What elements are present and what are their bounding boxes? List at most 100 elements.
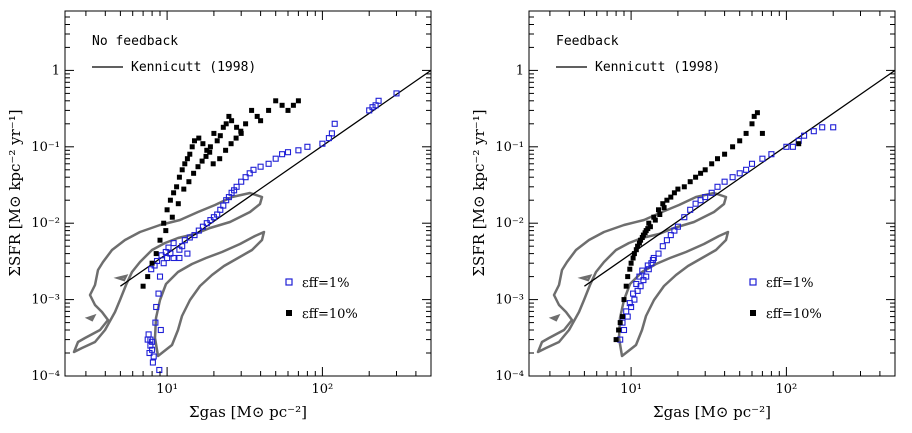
y-tick-label: 10⁻¹ <box>31 140 60 155</box>
point-eps1 <box>295 147 302 154</box>
point-eps10 <box>633 247 639 253</box>
point-eps1 <box>644 262 651 269</box>
point-eps1 <box>328 130 335 137</box>
contour-outer <box>72 191 264 354</box>
point-eps1 <box>783 143 790 150</box>
point-eps1 <box>203 220 210 227</box>
point-eps10 <box>175 201 181 207</box>
point-eps1 <box>149 359 156 366</box>
point-eps1 <box>279 151 286 158</box>
point-eps10 <box>687 179 693 185</box>
point-eps10 <box>639 235 645 240</box>
point-eps10 <box>623 283 629 289</box>
point-eps10 <box>174 184 180 190</box>
point-eps1 <box>663 237 670 244</box>
plot-frame <box>528 10 896 377</box>
point-eps10 <box>295 98 301 104</box>
point-eps1 <box>165 244 172 251</box>
legend-line-label: Kennicutt (1998) <box>131 60 256 75</box>
point-eps10 <box>642 230 648 236</box>
point-eps10 <box>187 151 193 157</box>
point-eps1 <box>246 170 253 177</box>
point-eps1 <box>319 140 326 147</box>
y-axis-label: ΣSFR [M⊙ kpc⁻² yr⁻¹] <box>6 109 24 276</box>
point-eps1 <box>304 143 311 150</box>
point-eps10 <box>285 107 291 113</box>
point-eps1 <box>639 267 646 274</box>
point-eps1 <box>714 183 721 190</box>
point-eps10 <box>656 207 661 213</box>
point-eps10 <box>226 113 232 119</box>
y-tick-label: 10⁻⁴ <box>495 369 524 384</box>
point-eps10 <box>233 135 239 141</box>
point-eps10 <box>646 220 652 226</box>
point-eps10 <box>217 133 223 139</box>
point-eps10 <box>675 186 681 192</box>
point-eps10 <box>214 138 220 144</box>
point-eps1 <box>214 211 221 218</box>
point-eps1 <box>195 227 202 234</box>
point-eps1 <box>148 266 155 273</box>
point-eps10 <box>157 237 163 243</box>
point-eps1 <box>681 214 688 221</box>
point-eps10 <box>754 110 760 116</box>
point-eps10 <box>759 130 765 136</box>
point-eps1 <box>199 223 206 230</box>
point-eps10 <box>195 164 201 170</box>
point-eps1 <box>667 232 674 239</box>
point-eps10 <box>211 130 217 136</box>
point-eps10 <box>664 197 670 203</box>
point-eps1 <box>146 349 153 357</box>
x-tick-label: 10¹ <box>156 382 178 397</box>
point-eps1 <box>150 353 157 360</box>
point-eps10 <box>184 156 190 162</box>
point-eps1 <box>655 250 662 257</box>
point-eps10 <box>229 118 235 124</box>
x-axis-label: Σgas [M⊙ pc⁻²] <box>653 403 771 421</box>
point-eps10 <box>186 179 192 185</box>
point-eps10 <box>627 266 633 272</box>
point-eps1 <box>250 166 257 173</box>
point-eps1 <box>157 326 164 334</box>
point-eps1 <box>149 338 156 345</box>
point-eps10 <box>671 190 677 196</box>
legend-eps10-marker <box>750 310 756 316</box>
point-eps1 <box>156 366 163 374</box>
point-eps1 <box>184 250 191 257</box>
point-eps1 <box>768 151 775 158</box>
legend-eps10-label: εff=10% <box>766 307 822 322</box>
kennicutt-line <box>120 69 432 287</box>
point-eps1 <box>620 326 628 334</box>
point-eps1 <box>191 232 198 239</box>
point-eps10 <box>145 274 151 280</box>
legend-line-label: Kennicutt (1998) <box>595 60 720 75</box>
point-eps10 <box>638 237 644 243</box>
point-eps1 <box>265 160 272 167</box>
points-layer <box>613 110 837 343</box>
point-eps10 <box>279 102 285 108</box>
contour-island <box>577 274 593 282</box>
y-tick-label: 10⁻² <box>31 216 60 231</box>
point-eps10 <box>715 156 720 162</box>
point-eps10 <box>220 124 226 130</box>
point-eps10 <box>722 151 728 157</box>
point-eps1 <box>729 174 736 181</box>
point-eps10 <box>204 147 210 153</box>
point-eps1 <box>158 252 165 259</box>
x-axis-label: Σgas [M⊙ pc⁻²] <box>189 403 307 421</box>
panel-title: No feedback <box>92 34 178 49</box>
point-eps1 <box>145 331 152 338</box>
point-eps10 <box>254 113 260 119</box>
contour-layer <box>72 191 266 358</box>
point-eps10 <box>176 174 182 180</box>
point-eps10 <box>647 224 653 230</box>
point-eps10 <box>709 161 715 167</box>
point-eps1 <box>736 170 743 177</box>
point-eps1 <box>179 243 186 250</box>
x-tick-label: 10¹ <box>620 382 642 397</box>
point-eps1 <box>393 90 400 97</box>
point-eps10 <box>210 161 216 167</box>
point-eps10 <box>636 240 642 246</box>
point-eps10 <box>179 167 185 173</box>
point-eps10 <box>737 138 743 144</box>
